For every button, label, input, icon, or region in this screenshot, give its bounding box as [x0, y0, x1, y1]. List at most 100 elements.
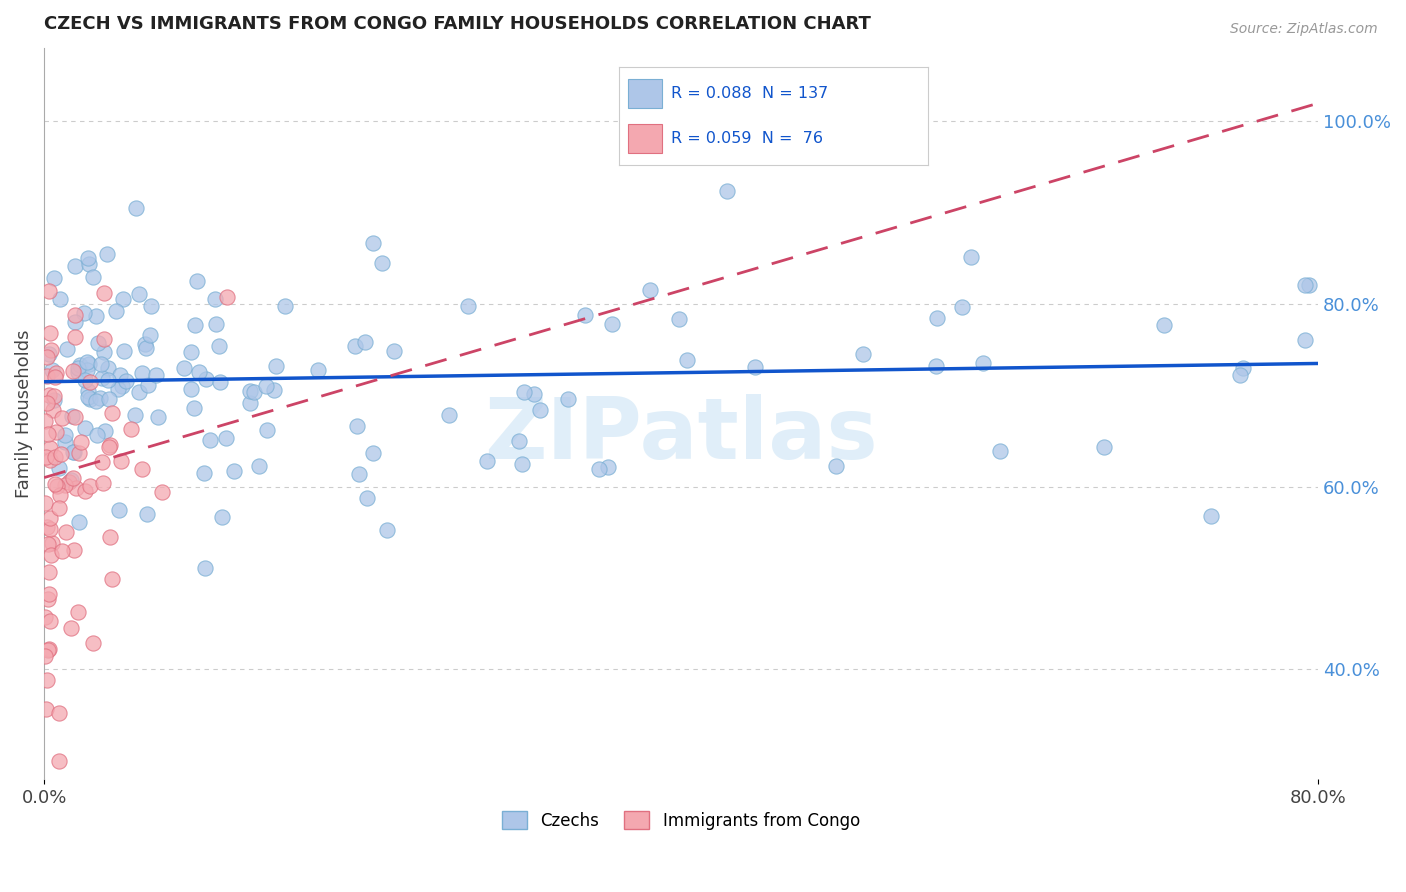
Point — [370, 256, 392, 270]
Point — [55, 524, 77, 539]
Point — [65, 482, 87, 496]
Point — [194, 372, 217, 386]
Point — [97, 392, 120, 407]
Point — [1298, 278, 1320, 293]
Point — [77, 384, 100, 398]
Point — [716, 184, 738, 198]
Point — [48, 501, 70, 516]
Point — [96, 246, 118, 260]
Point — [475, 454, 498, 468]
Point — [63, 315, 86, 329]
Point — [125, 201, 148, 215]
Point — [38, 641, 60, 656]
Point — [93, 285, 115, 300]
Point — [79, 479, 101, 493]
Point — [638, 283, 661, 297]
Point — [145, 368, 167, 383]
Point — [135, 341, 157, 355]
Point — [91, 371, 114, 385]
Point — [51, 411, 73, 425]
Point — [100, 406, 122, 420]
Point — [131, 462, 153, 476]
Point — [34, 495, 56, 509]
Point — [49, 488, 72, 502]
Point — [150, 485, 173, 500]
Point — [186, 274, 208, 288]
Point — [513, 384, 536, 399]
Point — [34, 649, 56, 664]
Point — [89, 391, 111, 405]
Point — [41, 363, 63, 377]
Point — [91, 476, 114, 491]
Point — [243, 384, 266, 399]
Point — [55, 478, 77, 492]
Point — [960, 250, 983, 264]
Point — [79, 358, 101, 372]
Point — [63, 410, 86, 425]
Point — [107, 382, 129, 396]
Point — [354, 334, 377, 349]
Point — [307, 363, 329, 377]
Point — [852, 347, 875, 361]
Point — [1201, 508, 1223, 523]
Point — [69, 358, 91, 372]
Point — [73, 306, 96, 320]
Point — [45, 425, 67, 440]
Point — [53, 434, 76, 449]
Point — [45, 478, 67, 492]
Point — [37, 591, 59, 606]
Point — [79, 392, 101, 406]
Point — [77, 251, 100, 265]
Point — [356, 491, 378, 505]
Point — [38, 285, 60, 299]
Point — [112, 293, 135, 307]
Point — [44, 477, 66, 491]
Point — [124, 408, 146, 422]
Point — [508, 434, 530, 449]
Point — [239, 396, 262, 410]
Point — [38, 347, 60, 361]
Point — [148, 410, 170, 425]
Point — [49, 292, 72, 306]
Point — [39, 522, 62, 536]
Point — [39, 343, 62, 358]
Point — [38, 587, 60, 601]
Point — [63, 330, 86, 344]
Point — [98, 440, 121, 454]
Point — [82, 269, 104, 284]
Point — [139, 299, 162, 313]
Point — [1294, 277, 1316, 292]
Point — [39, 442, 62, 456]
Point — [361, 446, 384, 460]
Point — [98, 438, 121, 452]
Point — [208, 375, 231, 389]
Point — [1294, 333, 1316, 347]
Point — [62, 364, 84, 378]
Point — [382, 344, 405, 359]
Point — [69, 446, 91, 460]
Point — [115, 374, 138, 388]
Point — [70, 435, 93, 450]
Point — [529, 402, 551, 417]
Point — [66, 365, 89, 379]
Point — [35, 673, 58, 687]
Point — [60, 621, 83, 635]
Point — [346, 419, 368, 434]
Point — [67, 515, 90, 529]
Point — [62, 471, 84, 485]
Point — [48, 706, 70, 720]
Point — [45, 367, 67, 381]
Point — [375, 523, 398, 537]
Point — [254, 379, 277, 393]
Point — [53, 428, 76, 442]
Point — [41, 536, 63, 550]
Point — [44, 369, 66, 384]
Point — [600, 318, 623, 332]
Point — [66, 606, 89, 620]
Point — [676, 353, 699, 368]
Point — [34, 414, 56, 428]
Point — [48, 461, 70, 475]
Point — [86, 309, 108, 323]
Y-axis label: Family Households: Family Households — [15, 329, 32, 498]
Point — [217, 290, 239, 304]
